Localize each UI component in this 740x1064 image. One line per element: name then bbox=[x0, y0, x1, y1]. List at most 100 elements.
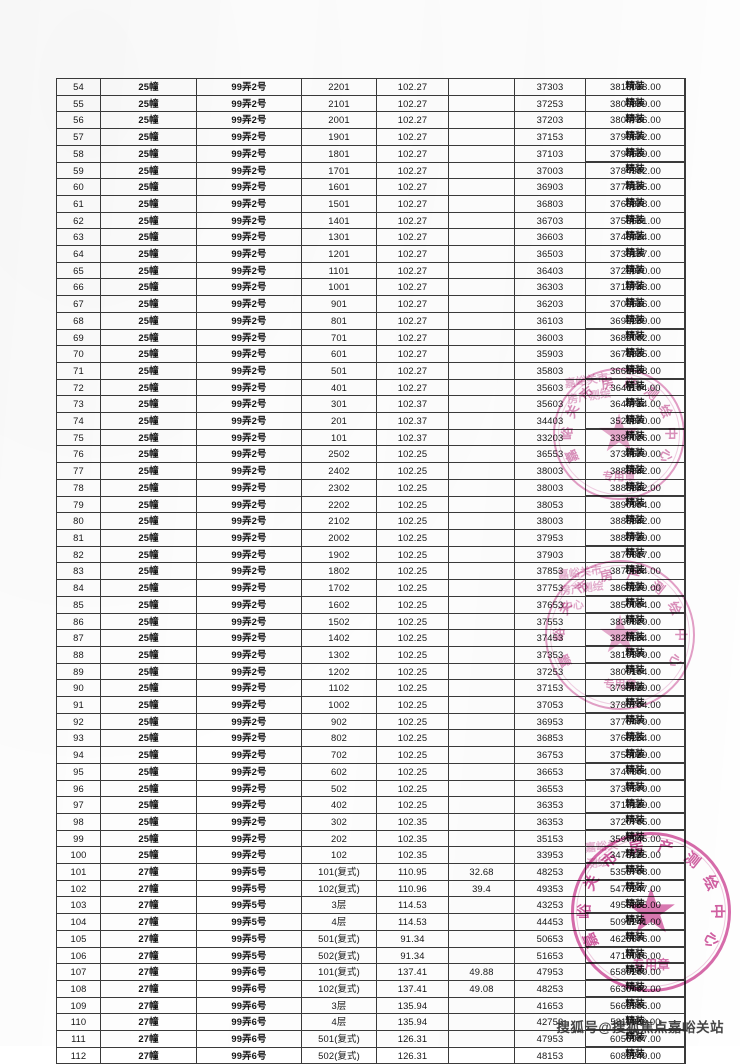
cell-area: 102.27 bbox=[376, 328, 449, 347]
cell-area: 102.37 bbox=[376, 428, 449, 447]
cell-deco: 精装 bbox=[585, 362, 685, 380]
cell-uprice: 37453 bbox=[514, 629, 586, 647]
cell-area: 102.27 bbox=[376, 261, 449, 280]
cell-addr: 99弄2号 bbox=[196, 94, 302, 113]
cell-idx: 92 bbox=[56, 712, 101, 731]
cell-uprice: 33953 bbox=[514, 846, 586, 865]
cell-area: 102.27 bbox=[376, 144, 449, 163]
cell-deco: 精装 bbox=[585, 613, 685, 630]
cell-uprice: 36703 bbox=[514, 211, 586, 230]
cell-extra bbox=[448, 1046, 515, 1064]
cell-uprice: 51653 bbox=[514, 946, 586, 965]
cell-deco: 精装 bbox=[585, 446, 685, 463]
cell-idx: 60 bbox=[56, 178, 101, 196]
cell-idx: 67 bbox=[56, 295, 101, 313]
cell-idx: 91 bbox=[56, 696, 101, 714]
cell-deco: 精装 bbox=[585, 462, 685, 480]
cell-area: 102.25 bbox=[376, 495, 449, 514]
cell-deco: 精装 bbox=[585, 562, 685, 580]
cell-area: 102.35 bbox=[376, 846, 449, 865]
table-row: 62 25幢 99弄2号 1401 102.27 36703 3753651.00 bbox=[56, 211, 686, 230]
cell-uprice: 36103 bbox=[514, 311, 586, 330]
table-row: 75 25幢 99弄2号 101 102.37 33203 3399026.00 bbox=[56, 428, 686, 447]
cell-deco: 精装 bbox=[585, 663, 685, 680]
cell-addr: 99弄2号 bbox=[196, 612, 302, 631]
cell-bldg: 27幢 bbox=[100, 996, 197, 1015]
cell-unit: 1202 bbox=[301, 662, 377, 681]
cell-idx: 100 bbox=[56, 846, 101, 865]
cell-bldg: 25幢 bbox=[100, 111, 197, 130]
cell-extra bbox=[448, 261, 515, 280]
cell-deco: 精装 bbox=[585, 846, 685, 864]
cell-addr: 99弄2号 bbox=[196, 462, 302, 480]
cell-area: 91.34 bbox=[376, 929, 449, 948]
cell-extra bbox=[448, 428, 515, 447]
cell-idx: 56 bbox=[56, 111, 101, 130]
cell-extra bbox=[448, 579, 515, 597]
cell-uprice: 36903 bbox=[514, 178, 586, 196]
cell-area: 102.27 bbox=[376, 345, 449, 363]
cell-uprice: 36803 bbox=[514, 194, 586, 213]
cell-bldg: 25幢 bbox=[100, 645, 197, 664]
cell-bldg: 25幢 bbox=[100, 161, 197, 180]
cell-deco: 精装 bbox=[585, 229, 685, 246]
cell-bldg: 27幢 bbox=[100, 1013, 197, 1032]
cell-bldg: 25幢 bbox=[100, 779, 197, 798]
cell-area: 102.25 bbox=[376, 762, 449, 781]
cell-uprice: 33203 bbox=[514, 428, 586, 447]
cell-deco: 精装 bbox=[585, 779, 685, 797]
cell-extra bbox=[448, 729, 515, 748]
table-row: 89 25幢 99弄2号 1202 102.25 37253 3809154.00 bbox=[56, 662, 686, 681]
cell-addr: 99弄2号 bbox=[196, 345, 302, 363]
cell-deco: 精装 bbox=[585, 980, 685, 997]
cell-uprice: 37553 bbox=[514, 612, 586, 631]
cell-deco: 精装 bbox=[585, 245, 685, 263]
cell-idx: 84 bbox=[56, 579, 101, 597]
cell-bldg: 25幢 bbox=[100, 295, 197, 313]
cell-extra bbox=[448, 445, 515, 464]
cell-bldg: 25幢 bbox=[100, 144, 197, 163]
cell-area: 91.34 bbox=[376, 946, 449, 965]
cell-idx: 85 bbox=[56, 595, 101, 614]
cell-extra bbox=[448, 562, 515, 581]
cell-extra bbox=[448, 412, 515, 430]
cell-idx: 59 bbox=[56, 161, 101, 180]
cell-addr: 99弄2号 bbox=[196, 295, 302, 313]
cell-bldg: 25幢 bbox=[100, 278, 197, 297]
cell-bldg: 27幢 bbox=[100, 979, 197, 998]
cell-extra: 39.4 bbox=[448, 879, 515, 898]
cell-idx: 89 bbox=[56, 662, 101, 681]
cell-unit: 1302 bbox=[301, 645, 377, 664]
cell-unit: 101(复式) bbox=[301, 863, 377, 881]
cell-area: 102.25 bbox=[376, 512, 449, 530]
cell-area: 110.96 bbox=[376, 879, 449, 898]
cell-extra bbox=[448, 128, 515, 146]
cell-idx: 82 bbox=[56, 545, 101, 564]
cell-idx: 63 bbox=[56, 228, 101, 247]
cell-area: 102.37 bbox=[376, 412, 449, 430]
cell-addr: 99弄2号 bbox=[196, 412, 302, 430]
cell-bldg: 25幢 bbox=[100, 328, 197, 347]
cell-idx: 80 bbox=[56, 512, 101, 530]
cell-unit: 102(复式) bbox=[301, 879, 377, 898]
cell-bldg: 25幢 bbox=[100, 812, 197, 831]
cell-deco: 精装 bbox=[585, 379, 685, 397]
cell-uprice: 36403 bbox=[514, 261, 586, 280]
cell-deco: 精装 bbox=[585, 930, 685, 947]
cell-extra: 49.08 bbox=[448, 979, 515, 998]
cell-idx: 111 bbox=[56, 1030, 101, 1048]
cell-idx: 95 bbox=[56, 762, 101, 781]
cell-extra bbox=[448, 94, 515, 113]
cell-extra bbox=[448, 245, 515, 263]
cell-bldg: 25幢 bbox=[100, 762, 197, 781]
price-table: 54 25幢 99弄2号 2201 102.27 37303 3815013.00 55 25幢… bbox=[56, 78, 686, 1064]
cell-uprice: 37253 bbox=[514, 94, 586, 113]
cell-extra bbox=[448, 211, 515, 230]
cell-area: 102.25 bbox=[376, 545, 449, 564]
cell-addr: 99弄2号 bbox=[196, 796, 302, 814]
cell-area: 102.27 bbox=[376, 178, 449, 196]
table-row: 68 25幢 99弄2号 801 102.27 36103 3692289.00 bbox=[56, 311, 686, 330]
cell-idx: 88 bbox=[56, 645, 101, 664]
cell-area: 102.35 bbox=[376, 812, 449, 831]
cell-addr: 99弄5号 bbox=[196, 879, 302, 898]
